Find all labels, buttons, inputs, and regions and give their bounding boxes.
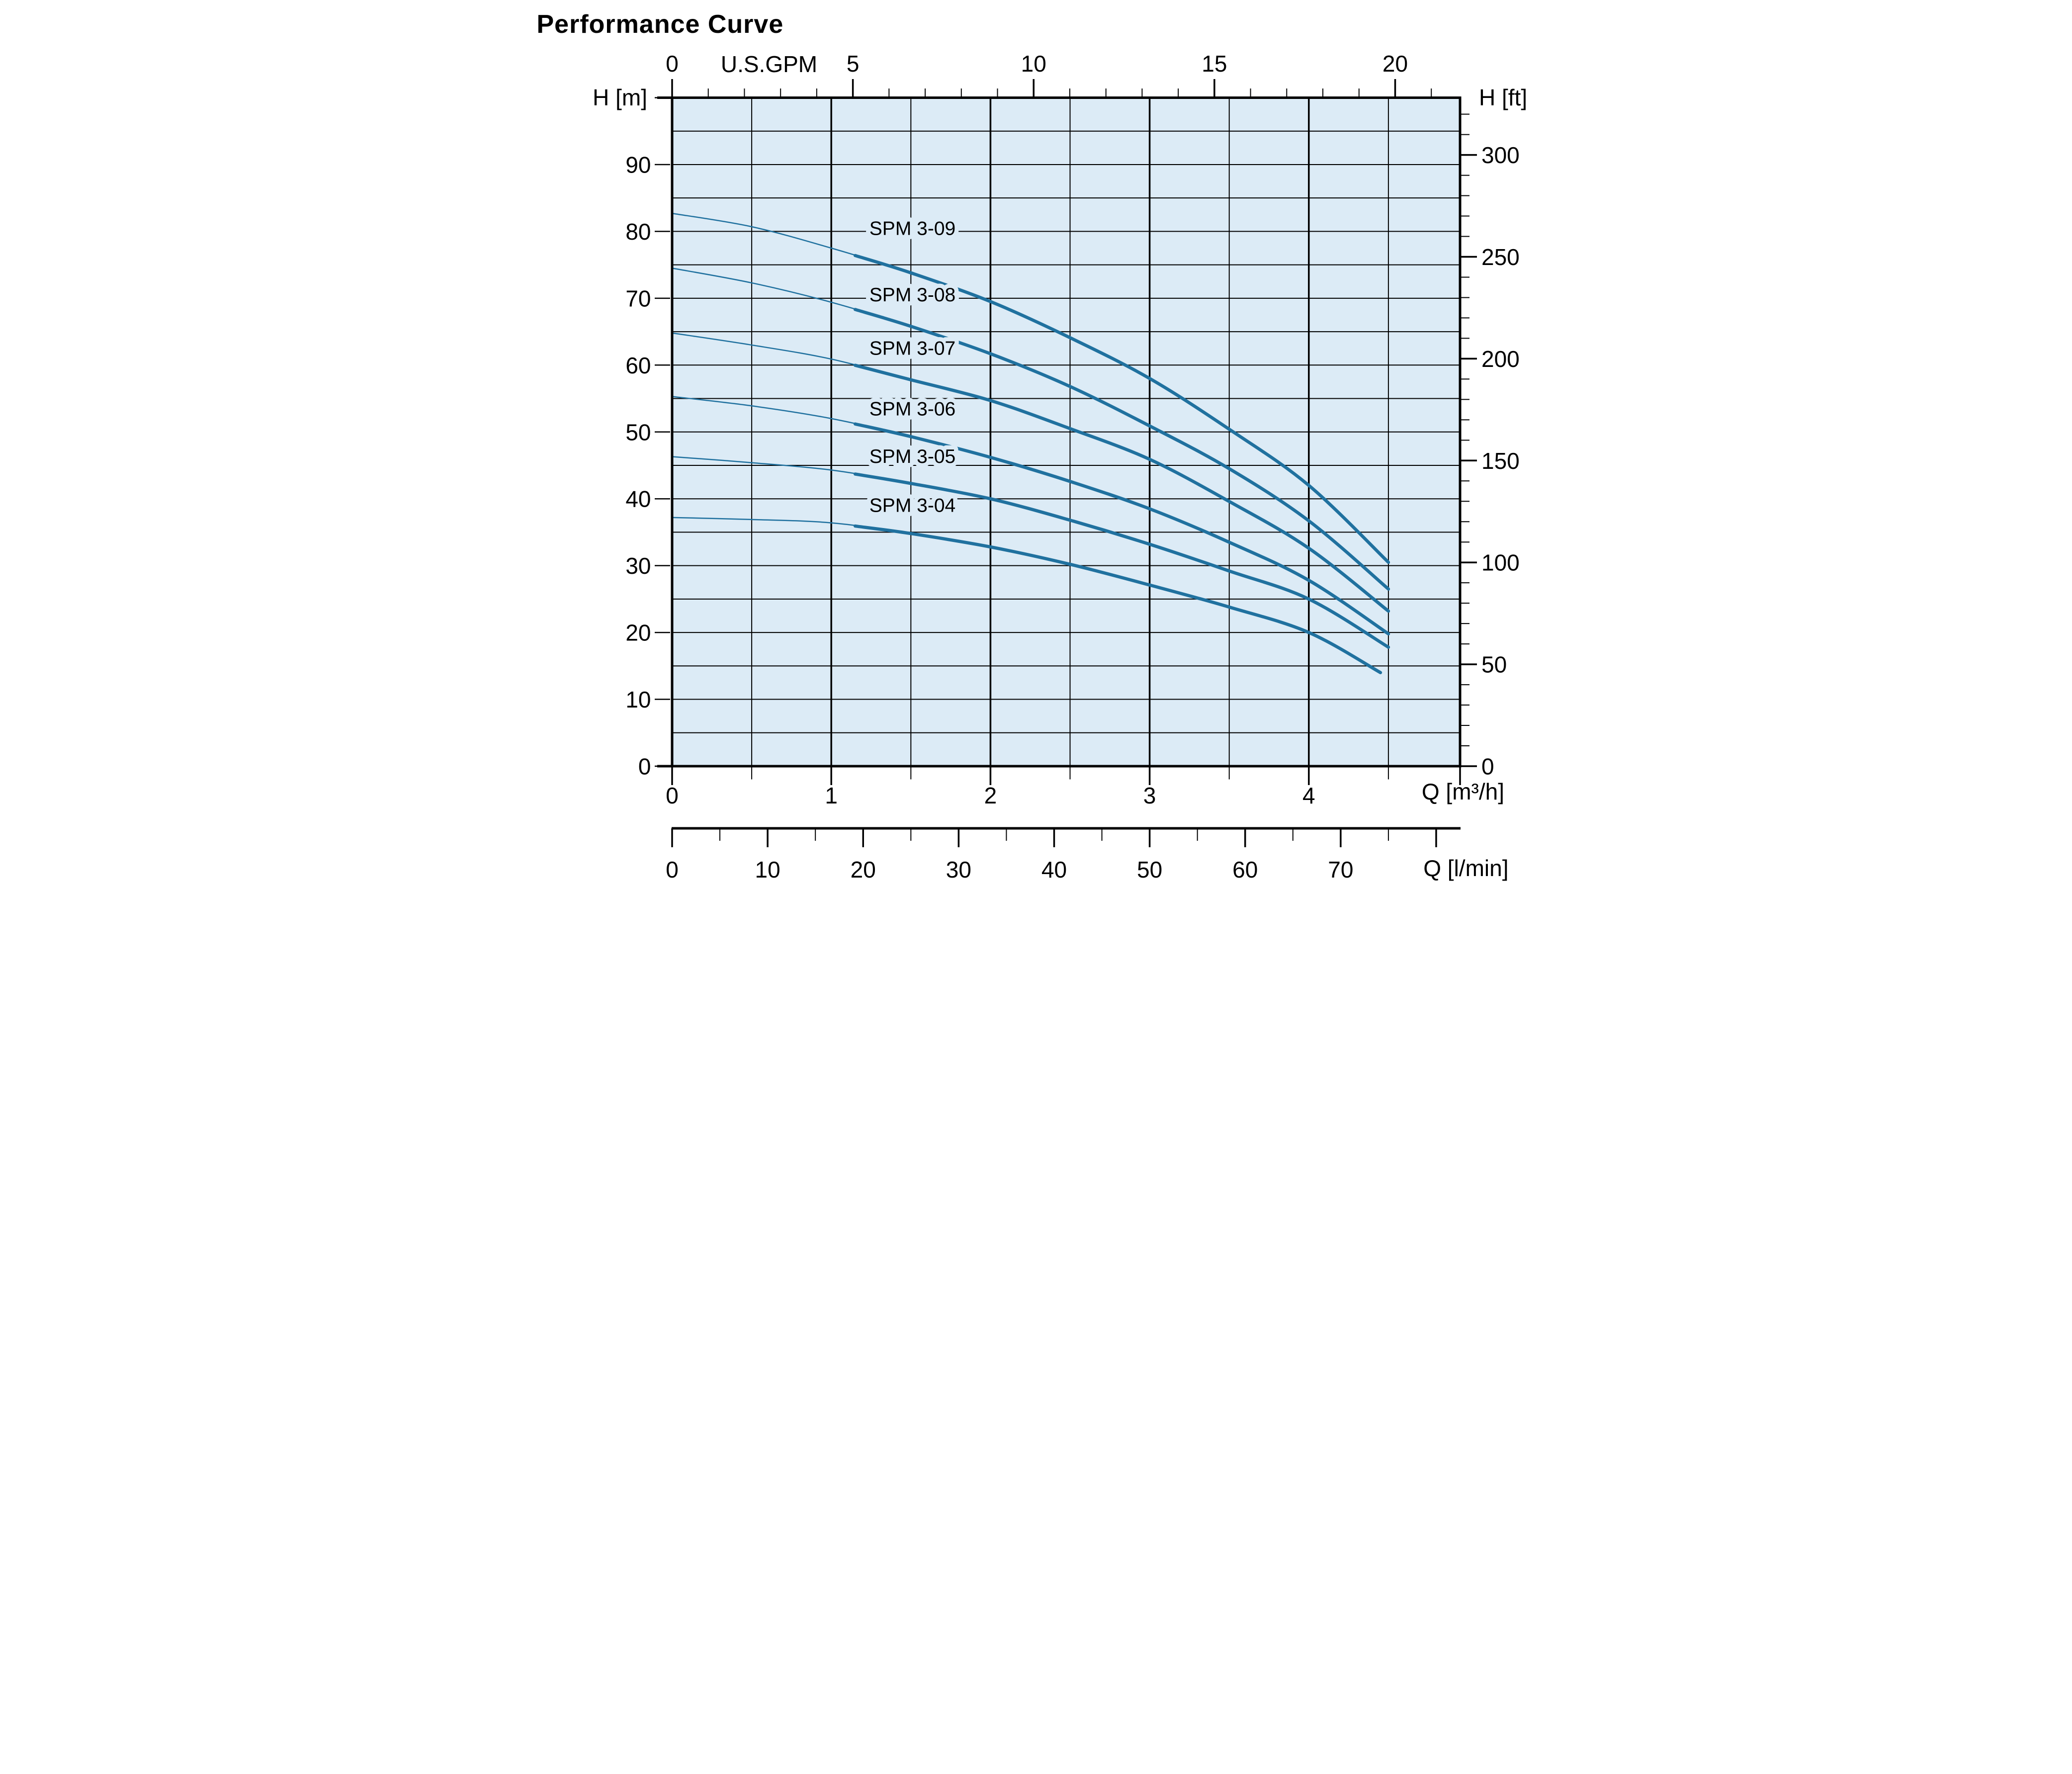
ruler-tick-label: 50 <box>1137 857 1162 883</box>
curve-label-spm-3-09: SPM 3-09 <box>869 218 955 240</box>
curve-path-thick <box>854 254 1390 564</box>
top-tick-label: 15 <box>1202 51 1227 77</box>
left-tick-label: 90 <box>625 152 651 177</box>
ruler-tick-label: 40 <box>1041 857 1067 883</box>
bottom-tick-label: 3 <box>1143 783 1156 808</box>
bottom-axis-unit-label: Q [m³/h] <box>1422 779 1504 804</box>
ruler-tick-label: 60 <box>1232 857 1258 883</box>
left-tick-label: 10 <box>625 687 651 712</box>
ruler-tick-label: 20 <box>851 857 876 883</box>
curve-spm-3-06 <box>671 396 1390 636</box>
curve-path-thick <box>854 363 1390 613</box>
left-tick-label: 0 <box>638 754 651 780</box>
curve-spm-3-08 <box>671 267 1390 591</box>
performance-curve-chart: SPM 3-09 SPM 3-08 SPM 3-07 SPM 3-06 SPM 3-05… <box>537 10 1528 883</box>
bottom-tick-label: 1 <box>825 783 838 808</box>
bottom-tick-label: 2 <box>984 783 997 808</box>
curve-label-spm-3-08: SPM 3-08 <box>869 284 955 306</box>
curve-spm-3-04 <box>671 517 1382 674</box>
performance-curve-page: SPM 3-09 SPM 3-08 SPM 3-07 SPM 3-06 SPM 3-05… <box>518 0 1554 887</box>
curve-label-spm-3-07: SPM 3-07 <box>869 338 955 359</box>
ruler-tick-label: 30 <box>946 857 971 883</box>
flow-ruler: 0 10 20 30 40 50 60 70 <box>666 827 1461 883</box>
top-tick-label: 0 <box>666 51 679 77</box>
ruler-tick-label: 70 <box>1328 857 1353 883</box>
top-axis: 0 5 10 15 20 <box>666 51 1432 98</box>
right-tick-label: 250 <box>1481 244 1520 270</box>
chart-generated-content: SPM 3-09 SPM 3-08 SPM 3-07 SPM 3-06 SPM 3-05… <box>625 51 1519 883</box>
chart-title: Performance Curve <box>537 10 784 39</box>
curve-path-thick <box>854 472 1390 649</box>
left-tick-label: 70 <box>625 285 651 311</box>
left-tick-label: 80 <box>625 219 651 245</box>
right-tick-label: 150 <box>1481 448 1520 474</box>
right-axis: 0 50 100 150 200 250 300 <box>1460 113 1520 780</box>
right-tick-label: 50 <box>1481 652 1507 678</box>
left-tick-label: 30 <box>625 553 651 579</box>
curve-spm-3-09 <box>671 212 1390 564</box>
curve-label-spm-3-05: SPM 3-05 <box>869 446 955 467</box>
bottom-tick-label: 0 <box>666 783 679 808</box>
curve-path-thick <box>854 524 1382 674</box>
top-tick-label: 10 <box>1021 51 1046 77</box>
left-tick-label: 20 <box>625 620 651 646</box>
curve-path-thick <box>854 422 1390 636</box>
curve-label-spm-3-04: SPM 3-04 <box>869 495 955 516</box>
ruler-tick-label: 0 <box>666 857 679 883</box>
curve-path-thick <box>854 308 1390 591</box>
ruler-tick-label: 10 <box>755 857 780 883</box>
curve-spm-3-05 <box>671 456 1390 649</box>
left-tick-label: 50 <box>625 419 651 445</box>
right-tick-label: 0 <box>1481 754 1494 780</box>
top-axis-unit-label: U.S.GPM <box>721 51 817 77</box>
top-tick-label: 20 <box>1382 51 1408 77</box>
curve-label-spm-3-06: SPM 3-06 <box>869 399 955 420</box>
curve-spm-3-07 <box>671 332 1390 613</box>
plot-border <box>671 96 1462 768</box>
right-axis-unit-label: H [ft] <box>1479 85 1527 110</box>
left-axis-unit-label: H [m] <box>593 85 647 110</box>
ruler-unit-label: Q [l/min] <box>1423 855 1508 881</box>
top-tick-label: 5 <box>847 51 860 77</box>
right-tick-label: 300 <box>1481 142 1520 168</box>
left-axis: 0 10 20 30 40 50 60 70 80 90 <box>625 97 670 780</box>
grid <box>672 97 1460 766</box>
right-tick-label: 100 <box>1481 550 1520 576</box>
bottom-axis: 0 1 2 3 4 <box>666 767 1461 808</box>
left-tick-label: 60 <box>625 353 651 378</box>
left-tick-label: 40 <box>625 486 651 512</box>
bottom-tick-label: 4 <box>1302 783 1315 808</box>
right-tick-label: 200 <box>1481 346 1520 372</box>
